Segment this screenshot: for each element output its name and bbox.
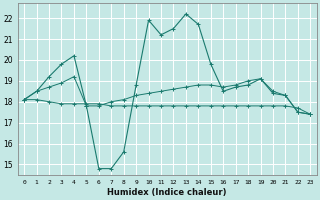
X-axis label: Humidex (Indice chaleur): Humidex (Indice chaleur) [108, 188, 227, 197]
